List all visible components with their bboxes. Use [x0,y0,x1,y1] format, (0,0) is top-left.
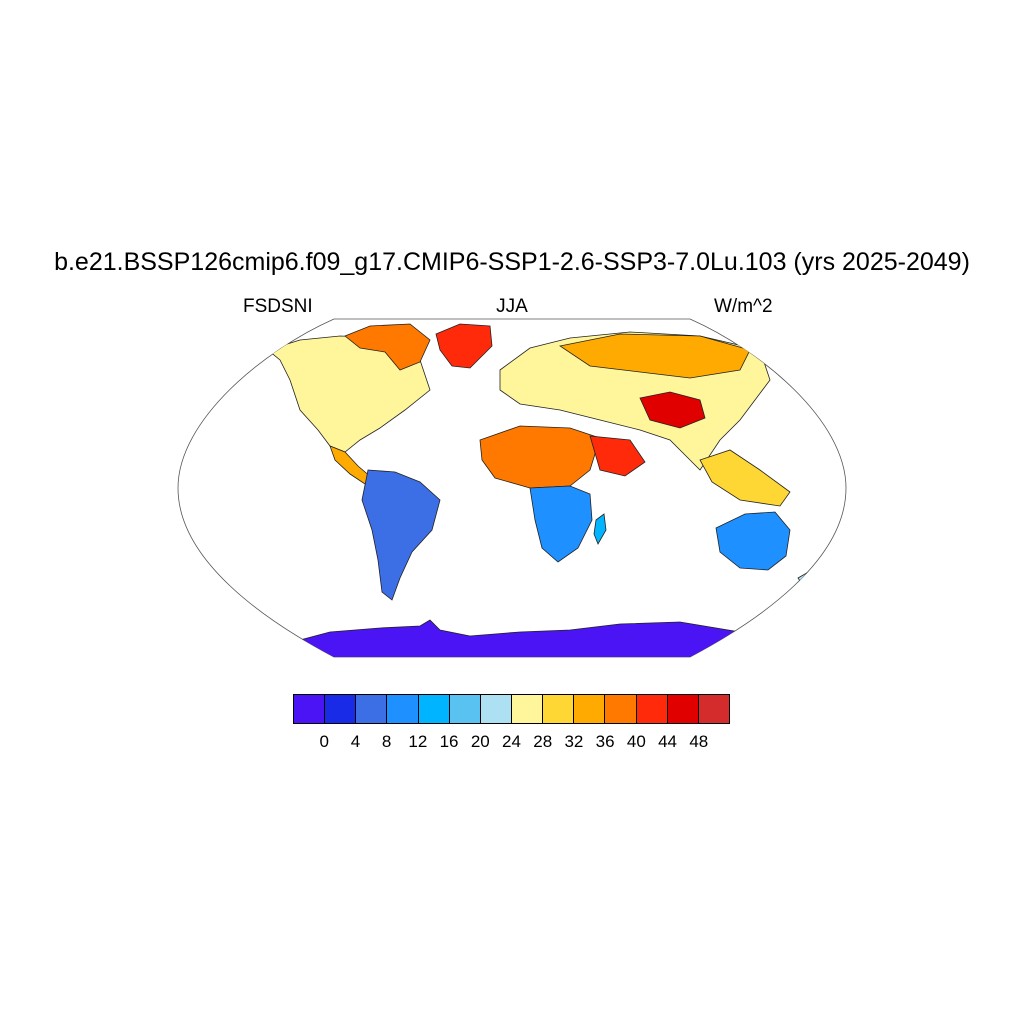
region-greenland [435,323,493,369]
plot-title: b.e21.BSSP126cmip6.f09_g17.CMIP6-SSP1-2.… [54,248,970,276]
colorbar-box-2 [355,694,388,724]
units-label: W/m^2 [714,296,773,317]
region-southern-africa [529,485,593,563]
region-tibet [639,391,706,429]
colorbar-box-13 [697,694,730,724]
colorbar-box-3 [386,694,419,724]
colorbar-label: 40 [626,732,646,751]
region-canadian-arctic [344,323,431,371]
region-arabia [589,435,646,477]
region-siberia [558,333,751,379]
colorbar-box-12 [666,694,699,724]
region-australia [715,511,791,571]
variable-label: FSDSNI [243,296,313,317]
colorbar-label: 4 [350,732,361,751]
colorbar-box-0 [293,694,326,724]
colorbar [293,694,730,724]
colorbar-label: 8 [381,732,392,751]
region-southeast-asia [699,449,791,507]
colorbar-label: 24 [502,732,521,751]
colorbar-label: 36 [595,732,615,751]
colorbar-labels: 0 4 8 12 16 20 24 28 32 36 40 44 48 [0,732,1024,756]
season-label: JJA [496,296,528,317]
colorbar-label: 16 [439,732,459,751]
colorbar-box-1 [324,694,357,724]
colorbar-box-11 [635,694,668,724]
colorbar-box-8 [542,694,575,724]
colorbar-label: 20 [470,732,490,751]
colorbar-box-4 [417,694,450,724]
colorbar-label: 12 [408,732,428,751]
region-south-america [361,469,441,601]
colorbar-box-5 [448,694,481,724]
region-madagascar [593,513,607,545]
region-sahara [479,425,601,489]
colorbar-label: 0 [319,732,329,751]
colorbar-box-10 [604,694,637,724]
colorbar-label: 48 [689,732,709,751]
colorbar-label: 28 [533,732,553,751]
colorbar-box-7 [510,694,544,724]
colorbar-box-9 [573,694,606,724]
colorbar-label: 44 [658,732,678,751]
colorbar-label: 32 [564,732,584,751]
colorbar-box-6 [479,694,512,724]
